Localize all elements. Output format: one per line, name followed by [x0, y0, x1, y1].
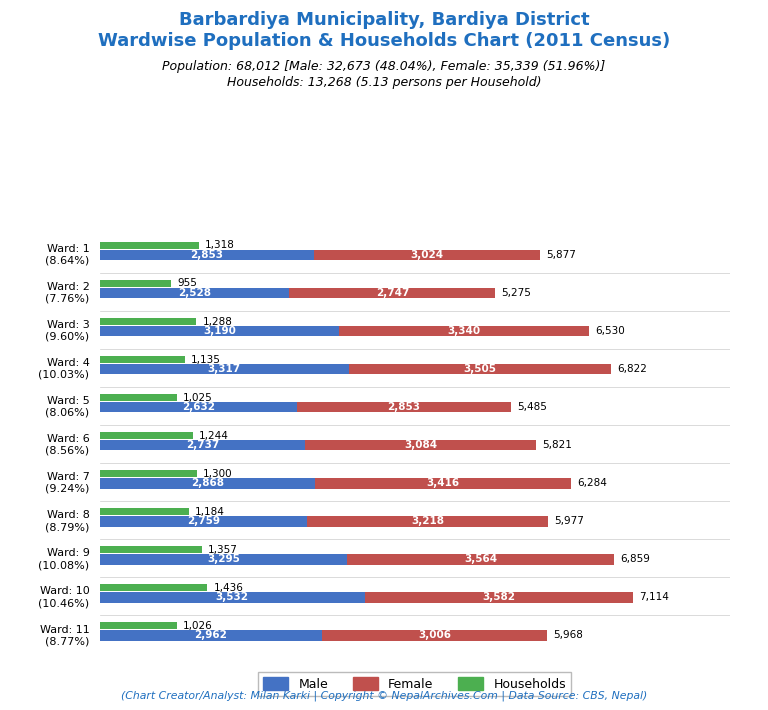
Bar	[100, 630, 322, 640]
Text: 3,295: 3,295	[207, 555, 240, 564]
Bar	[339, 326, 589, 337]
Text: 2,737: 2,737	[186, 440, 219, 450]
Text: 1,025: 1,025	[183, 393, 213, 403]
Text: Households: 13,268 (5.13 persons per Household): Households: 13,268 (5.13 persons per Hou…	[227, 76, 541, 89]
Bar	[322, 630, 548, 640]
Text: 1,026: 1,026	[183, 621, 213, 630]
Bar	[100, 516, 306, 527]
Text: 6,822: 6,822	[617, 364, 647, 374]
Bar	[100, 439, 305, 450]
Bar	[100, 508, 189, 515]
Text: 5,275: 5,275	[502, 288, 531, 298]
Bar	[100, 432, 193, 439]
Bar	[100, 584, 207, 591]
Text: 6,284: 6,284	[577, 478, 607, 488]
Text: 2,868: 2,868	[191, 478, 223, 488]
Text: 3,190: 3,190	[203, 326, 236, 336]
Bar	[100, 242, 199, 249]
Bar	[100, 288, 290, 298]
Legend: Male, Female, Households: Male, Female, Households	[258, 672, 571, 696]
Text: 1,436: 1,436	[214, 583, 243, 593]
Text: 3,416: 3,416	[426, 478, 459, 488]
Text: 2,528: 2,528	[178, 288, 211, 298]
Bar	[290, 288, 495, 298]
Text: 1,300: 1,300	[204, 469, 233, 479]
Text: 5,485: 5,485	[517, 402, 547, 412]
Bar	[100, 478, 315, 488]
Text: 1,244: 1,244	[199, 431, 229, 441]
Text: (Chart Creator/Analyst: Milan Karki | Copyright © NepalArchives.Com | Data Sourc: (Chart Creator/Analyst: Milan Karki | Co…	[121, 691, 647, 701]
Text: 2,962: 2,962	[194, 630, 227, 640]
Text: 2,632: 2,632	[182, 402, 215, 412]
Bar	[100, 394, 177, 401]
Text: 1,318: 1,318	[204, 241, 234, 251]
Text: 3,218: 3,218	[411, 516, 444, 526]
Text: 2,759: 2,759	[187, 516, 220, 526]
Text: 3,564: 3,564	[464, 555, 497, 564]
Bar	[100, 250, 314, 261]
Text: 5,877: 5,877	[547, 250, 576, 260]
Text: 5,968: 5,968	[553, 630, 583, 640]
Bar	[100, 356, 185, 363]
Bar	[100, 364, 349, 374]
Text: 3,006: 3,006	[418, 630, 451, 640]
Bar	[100, 623, 177, 629]
Text: 7,114: 7,114	[639, 592, 669, 602]
Text: 2,853: 2,853	[388, 402, 421, 412]
Text: 3,084: 3,084	[404, 440, 437, 450]
Text: Barbardiya Municipality, Bardiya District: Barbardiya Municipality, Bardiya Distric…	[179, 11, 589, 28]
Text: 2,853: 2,853	[190, 250, 223, 260]
Bar	[347, 554, 614, 564]
Bar	[100, 470, 197, 477]
Text: 1,135: 1,135	[191, 354, 221, 364]
Bar	[100, 402, 297, 413]
Text: 3,532: 3,532	[216, 592, 249, 602]
Text: 3,340: 3,340	[448, 326, 481, 336]
Bar	[100, 318, 197, 325]
Text: 2,747: 2,747	[376, 288, 409, 298]
Text: 5,821: 5,821	[542, 440, 572, 450]
Bar	[314, 250, 541, 261]
Bar	[100, 326, 339, 337]
Text: 3,505: 3,505	[463, 364, 496, 374]
Text: 3,582: 3,582	[482, 592, 515, 602]
Text: Wardwise Population & Households Chart (2011 Census): Wardwise Population & Households Chart (…	[98, 32, 670, 50]
Bar	[297, 402, 511, 413]
Text: 1,184: 1,184	[194, 507, 224, 517]
Bar	[306, 516, 548, 527]
Text: 3,317: 3,317	[207, 364, 240, 374]
Text: 3,024: 3,024	[411, 250, 444, 260]
Text: 6,859: 6,859	[620, 555, 650, 564]
Text: 6,530: 6,530	[595, 326, 625, 336]
Bar	[100, 546, 201, 553]
Bar	[100, 592, 365, 603]
Text: 5,977: 5,977	[554, 516, 584, 526]
Text: Population: 68,012 [Male: 32,673 (48.04%), Female: 35,339 (51.96%)]: Population: 68,012 [Male: 32,673 (48.04%…	[162, 60, 606, 72]
Bar	[315, 478, 571, 488]
Bar	[100, 280, 171, 287]
Bar	[100, 554, 347, 564]
Text: 1,357: 1,357	[207, 545, 237, 555]
Bar	[305, 439, 536, 450]
Bar	[349, 364, 611, 374]
Text: 955: 955	[177, 278, 197, 288]
Bar	[365, 592, 633, 603]
Text: 1,288: 1,288	[203, 317, 232, 327]
